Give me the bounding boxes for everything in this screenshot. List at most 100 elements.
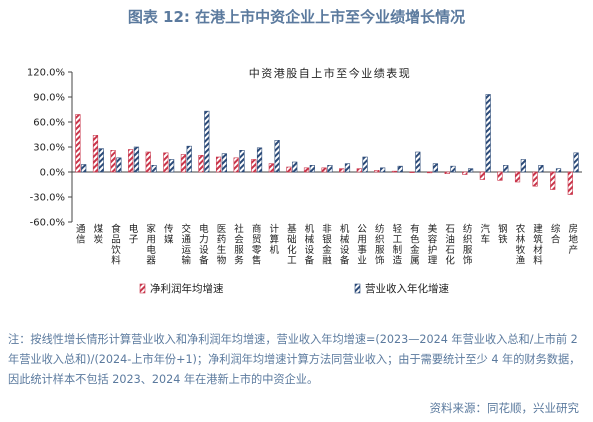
- y-tick-label: -30.0%: [30, 193, 65, 204]
- x-tick-label: 钢铁: [498, 223, 508, 246]
- x-tick-label: 社会服务: [234, 223, 244, 267]
- bar-revenue: [151, 165, 157, 173]
- bar-revenue: [239, 150, 245, 173]
- bar-net-profit: [128, 149, 134, 173]
- bar-revenue: [256, 147, 263, 173]
- bar-net-profit: [303, 167, 310, 173]
- x-tick-label: 煤炭: [94, 223, 104, 246]
- x-tick-label: 农林牧渔: [516, 223, 526, 267]
- bar-revenue: [450, 165, 456, 173]
- x-tick-label: 房地产: [568, 223, 578, 256]
- bar-revenue: [221, 153, 227, 173]
- bar-net-profit: [391, 170, 398, 173]
- bar-net-profit: [75, 114, 81, 173]
- bar-revenue: [520, 159, 526, 173]
- bar-net-profit: [374, 170, 380, 173]
- x-tick-label: 传媒: [164, 223, 174, 246]
- bar-net-profit: [180, 154, 187, 173]
- x-tick-label: 食品饮料: [111, 223, 121, 267]
- x-tick-label: 医药生物: [217, 224, 227, 267]
- x-tick-label: 综合: [551, 223, 561, 246]
- bar-net-profit: [145, 151, 151, 173]
- bar-net-profit: [427, 171, 433, 174]
- bar-revenue: [380, 167, 386, 173]
- x-tick-label: 机械设备: [305, 223, 315, 267]
- x-tick-label: 汽车: [481, 223, 491, 246]
- bar-net-profit: [444, 171, 450, 174]
- x-tick-label: 公用事业: [357, 224, 367, 267]
- bar-revenue: [503, 165, 509, 173]
- y-tick-label: 120.0%: [27, 68, 65, 79]
- bar-revenue: [186, 145, 192, 173]
- x-tick-label: 商贸零售: [252, 223, 262, 267]
- bar-net-profit: [462, 171, 468, 175]
- bar-revenue: [292, 161, 298, 173]
- bar-net-profit: [198, 155, 204, 173]
- legend-label: 净利润年均增速: [150, 282, 224, 295]
- bar-net-profit: [215, 156, 222, 173]
- bar-revenue: [397, 165, 403, 173]
- bar-net-profit: [356, 168, 362, 173]
- bar-revenue: [415, 151, 421, 173]
- x-axis-labels: 通信煤炭食品饮料电子家用电器传媒交通运输电力设备医药生物社会服务商贸零售计算机基…: [76, 223, 578, 267]
- x-tick-label: 美容护理: [428, 223, 438, 267]
- bar-net-profit: [286, 166, 292, 173]
- bar-net-profit: [550, 171, 556, 190]
- bar-revenue: [204, 110, 210, 173]
- bar-revenue: [98, 148, 104, 173]
- bar-net-profit: [497, 171, 503, 181]
- bar-revenue: [274, 140, 280, 173]
- bar-net-profit: [409, 171, 415, 173]
- bar-revenue: [362, 156, 368, 173]
- figure-source: 资料来源：同花顺，兴业研究: [429, 401, 580, 415]
- bar-revenue: [169, 159, 175, 173]
- x-tick-label: 纺织服饰: [375, 223, 385, 267]
- x-tick-label: 交通运输: [182, 223, 192, 267]
- bar-revenue: [81, 164, 87, 173]
- bar-revenue: [485, 94, 491, 173]
- legend: 净利润年均增速 营业收入年化增速: [139, 282, 449, 295]
- bar-net-profit: [567, 171, 573, 195]
- bar-net-profit: [251, 159, 257, 173]
- y-axis: -60.0% -30.0% 0.0% 30.0% 60.0% 90.0% 120.0%: [27, 68, 582, 229]
- x-tick-label: 电子: [129, 223, 139, 246]
- legend-swatch: [354, 283, 361, 294]
- bar-revenue: [133, 146, 140, 173]
- bar-net-profit: [110, 150, 116, 173]
- y-tick-label: 60.0%: [33, 118, 65, 129]
- y-tick-label: -60.0%: [30, 218, 65, 229]
- y-tick-label: 0.0%: [40, 168, 65, 179]
- bar-net-profit: [233, 157, 239, 173]
- bar-net-profit: [339, 168, 345, 173]
- x-tick-label: 家用电器: [146, 223, 156, 267]
- bar-revenue: [538, 165, 544, 173]
- x-tick-label: 建筑材料: [533, 223, 543, 267]
- bar-revenue: [327, 165, 333, 173]
- legend-label: 营业收入年化增速: [365, 282, 449, 295]
- x-tick-label: 有色金属: [410, 223, 420, 267]
- x-tick-label: 通信: [76, 224, 86, 246]
- bars: [75, 94, 579, 195]
- y-tick-label: 90.0%: [33, 93, 65, 104]
- figure-note: 注：按线性增长情形计算营业收入和净利润年均增速，营业收入年均增速=(2023—2…: [8, 333, 581, 386]
- bar-net-profit: [479, 171, 485, 180]
- bar-net-profit: [321, 167, 327, 173]
- bar-chart: 中资港股自上市至今业绩表现 -60.0% -30.0% 0.0% 30.0% 60.0%…: [27, 66, 582, 295]
- bar-net-profit: [514, 171, 521, 183]
- x-tick-label: 电力设备: [199, 223, 209, 267]
- bar-net-profit: [532, 171, 538, 187]
- y-tick-label: 30.0%: [33, 143, 65, 154]
- figure-title: 图表 12: 在港上市中资企业上市至今业绩增长情况: [127, 8, 466, 26]
- bar-revenue: [555, 168, 562, 173]
- bar-revenue: [344, 163, 351, 173]
- x-tick-label: 计算机: [269, 223, 279, 256]
- x-tick-label: 石油石化: [445, 224, 455, 267]
- legend-swatch: [139, 283, 146, 294]
- bar-net-profit: [92, 135, 99, 173]
- bar-revenue: [309, 165, 315, 173]
- x-tick-label: 纺织服饰: [463, 223, 473, 267]
- x-tick-label: 轻工制造: [393, 223, 403, 267]
- x-tick-label: 基础化工: [287, 223, 297, 267]
- bar-revenue: [467, 168, 474, 173]
- bar-revenue: [573, 152, 579, 173]
